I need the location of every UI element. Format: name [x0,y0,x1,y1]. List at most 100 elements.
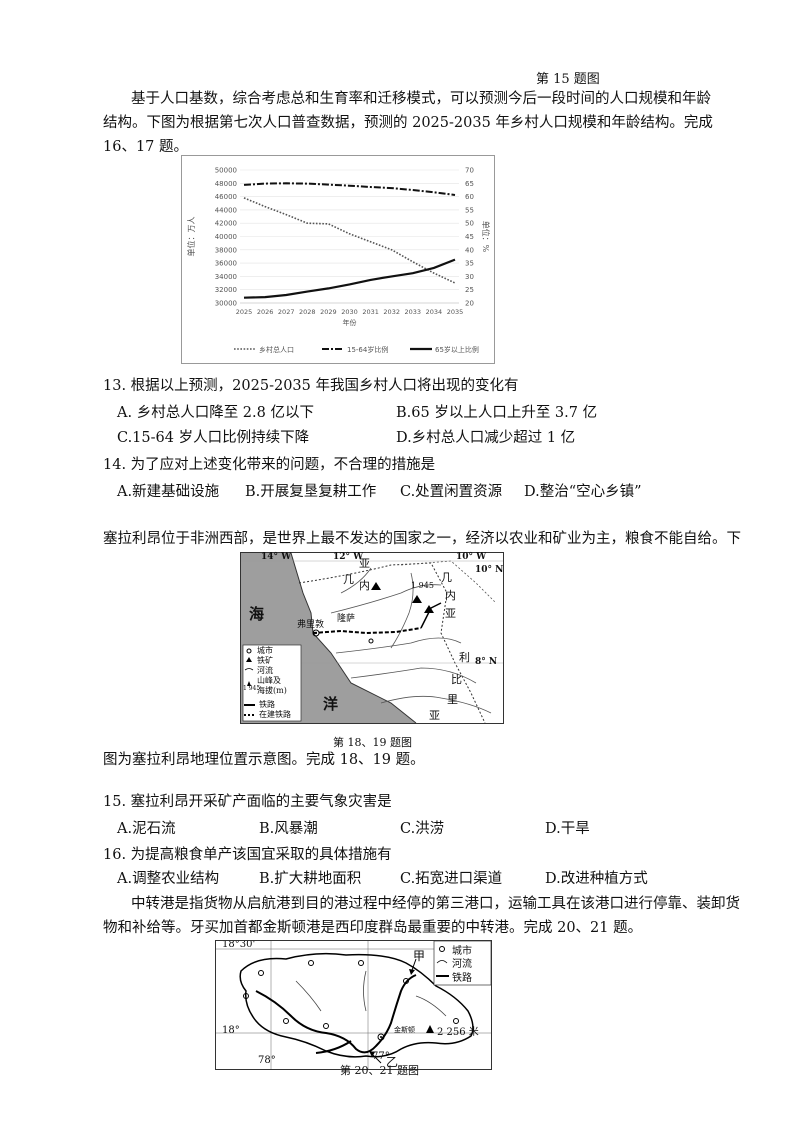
intro-paragraph-line: 16、17 题。 [103,139,189,155]
y-tick-right: 60 [465,193,474,201]
intro-paragraph-line: 物和补给等。牙买加首都金斯顿港是西印度群岛最重要的中转港。完成 20、21 题。 [103,920,643,936]
intro-paragraph-line: 中转港是指货物从启航港到目的港过程中经停的第三港口，运输工具在该港口进行停靠、装… [131,896,740,912]
lon-label: 77° [372,1051,390,1062]
lat-label: 8° N [475,657,498,667]
country-label: 亚 [445,607,456,620]
question-14-stem: 14. 为了应对上述变化带来的问题，不合理的措施是 [103,457,436,473]
legend-item: 城市 [257,646,273,655]
question-16-stem: 16. 为提高粮食单产该国宜采取的具体措施有 [103,847,392,863]
country-label: 利 [459,651,470,664]
sierra-leone-map-svg [241,552,503,724]
legend-item: 铁路 [452,973,472,984]
x-tick: 2025 [236,308,253,316]
legend-item: 河流 [257,666,273,675]
y-tick-left: 50000 [215,167,237,175]
q13-option-c[interactable]: C.15-64 岁人口比例持续下降 [117,430,310,446]
q16-option-b[interactable]: B.扩大耕地面积 [259,871,362,887]
capital-label: 弗里敦 [297,620,325,630]
y-tick-right: 55 [465,206,474,214]
country-label: 亚 [359,557,370,570]
q14-option-a[interactable]: A.新建基础设施 [117,484,220,500]
q15-option-d[interactable]: D.干旱 [545,821,590,837]
legend-item: 海拔(m) [257,686,287,695]
lat-label: 10° N [475,565,504,575]
y-tick-left: 46000 [215,193,237,201]
intro-paragraph-line: 图为塞拉利昂地理位置示意图。完成 18、19 题。 [103,752,425,768]
jia-label: 甲 [413,949,426,963]
country-label: 几 [343,573,354,586]
legend-item: 山峰及 [257,676,281,685]
x-tick: 2034 [426,308,443,316]
x-tick: 2035 [447,308,464,316]
q13-option-d[interactable]: D.乡村总人口减少超过 1 亿 [396,430,576,446]
y-tick-left: 38000 [215,246,237,254]
q15-option-c[interactable]: C.洪涝 [400,821,445,837]
lon-label: 14° W [261,552,292,562]
country-label: 内 [359,579,370,592]
y-tick-right: 70 [465,167,474,175]
x-tick: 2027 [278,308,295,316]
country-label: 里 [447,693,458,706]
q14-option-b[interactable]: B.开展复垦复耕工作 [245,484,377,500]
jamaica-map-svg [216,941,491,1069]
x-axis-label: 年份 [343,318,357,327]
country-label: 比 [451,673,462,686]
intro-paragraph-line: 基于人口基数，综合考虑总和生育率和迁移模式，可以预测今后一段时间的人口规模和年龄 [131,91,711,107]
y-tick-right: 25 [465,286,474,294]
y-axis-label-left: 单位：万人 [186,217,196,257]
intro-paragraph-line: 结构。下图为根据第七次人口普查数据，预测的 2025-2035 年乡村人口规模和… [103,115,713,131]
sierra-leone-map: 14° W 12° W 10° W 10° N 8° N 海 洋 几 内 亚 几… [240,552,504,724]
q16-option-d[interactable]: D.改进种植方式 [545,871,648,887]
y-tick-right: 65 [465,180,474,188]
intro-paragraph-line: 塞拉利昂位于非洲西部，是世界上最不发达的国家之一，经济以农业和矿业为主，粮食不能… [103,531,741,547]
x-tick: 2029 [320,308,337,316]
country-label: 亚 [429,709,440,722]
q14-option-d[interactable]: D.整治“空心乡镇” [524,484,642,500]
country-label: 几 [441,571,452,584]
jamaica-map: 18°30' 18° 78° 77° 甲 乙 金斯顿 2 256 米 城市 河流… [215,940,492,1070]
population-chart-svg: 30000 32000 34000 36000 38000 40000 42000 44000… [186,167,491,355]
x-tick: 2031 [362,308,379,316]
q15-option-a[interactable]: A.泥石流 [117,821,176,837]
x-tick: 2028 [299,308,316,316]
ocean-label: 洋 [323,695,339,713]
q13-option-b[interactable]: B.65 岁以上人口上升至 3.7 亿 [396,405,598,421]
population-chart: 30000 32000 34000 36000 38000 40000 42000 44000… [181,155,495,364]
y-tick-left: 30000 [215,300,237,308]
series-line-1 [243,182,456,196]
lon-label: 78° [258,1055,276,1066]
y-tick-left: 42000 [215,220,237,228]
legend-item: 河流 [452,959,472,970]
legend-label: 15-64岁比例 [347,345,388,354]
y-tick-right: 40 [465,246,474,254]
country-label: 内 [445,589,456,602]
q15-option-b[interactable]: B.风暴潮 [259,821,318,837]
lat-label: 18°30' [222,940,256,950]
legend-item: 在建铁路 [259,710,291,719]
question-15-stem: 15. 塞拉利昂开采矿产面临的主要气象灾害是 [103,794,392,810]
y-tick-right: 45 [465,233,474,241]
peak-name-label: 金斯顿 [394,1026,415,1034]
q14-option-c[interactable]: C.处置闲置资源 [400,484,503,500]
lon-label: 12° W [333,552,364,562]
lat-label: 18° [222,1025,240,1036]
y-tick-left: 48000 [215,180,237,188]
series-line-0 [243,197,456,284]
question-13-stem: 13. 根据以上预测，2025-2035 年我国乡村人口将出现的变化有 [103,378,519,394]
sea-label: 海 [249,605,265,623]
q13-option-a[interactable]: A. 乡村总人口降至 2.8 亿以下 [117,405,314,421]
q16-option-a[interactable]: A.调整农业结构 [117,871,220,887]
y-tick-right: 35 [465,260,474,268]
y-tick-left: 36000 [215,260,237,268]
figure-caption-20-21: 第 20、21 题图 [340,1064,419,1077]
y-tick-right: 30 [465,273,474,281]
legend-label: 65岁以上比例 [435,345,479,354]
x-tick: 2030 [341,308,358,316]
q16-option-c[interactable]: C.拓宽进口渠道 [400,871,503,887]
y-tick-left: 44000 [215,206,237,214]
legend-item: 铁路 [259,700,275,709]
y-axis-label-right: 单位：% [481,221,491,253]
yi-label: 乙 [386,1055,399,1069]
lon-label: 10° W [456,552,487,562]
x-tick: 2032 [383,308,400,316]
